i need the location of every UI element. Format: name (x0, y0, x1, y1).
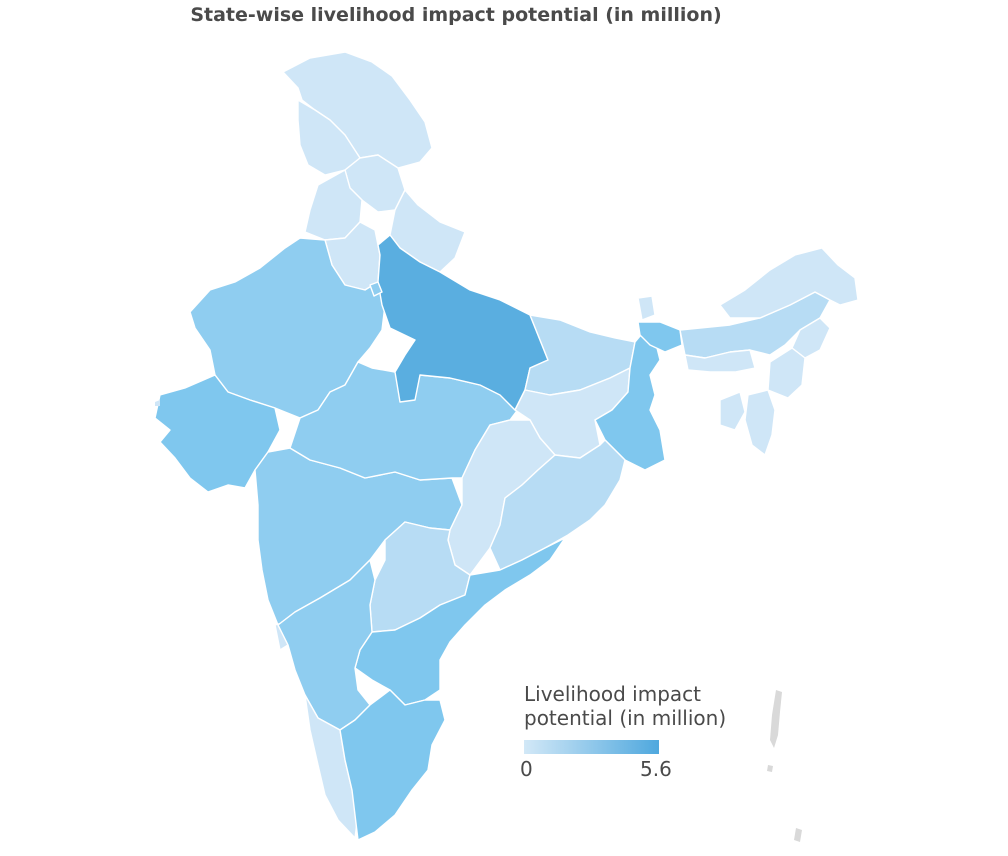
state-meghalaya[interactable] (684, 349, 756, 373)
map-title: State-wise livelihood impact potential (… (190, 4, 722, 26)
state-west-bengal[interactable] (594, 329, 666, 471)
island-small-1 (767, 765, 773, 772)
legend-title: Livelihood impact potential (in million) (524, 682, 727, 730)
state-mizoram[interactable] (744, 389, 776, 456)
state-tripura[interactable] (719, 391, 746, 431)
state-delhi[interactable] (369, 281, 383, 297)
legend-color-bar (524, 740, 659, 754)
legend-max-label: 5.6 (640, 757, 672, 781)
island-small-2 (794, 828, 802, 842)
state-arunachal-pradesh[interactable] (719, 247, 859, 319)
state-uttar-pradesh[interactable] (377, 234, 549, 411)
state-west-bengal-north[interactable] (637, 321, 683, 353)
island-lakshadweep (155, 400, 160, 406)
state-manipur[interactable] (767, 347, 806, 399)
state-andhra-pradesh[interactable] (354, 537, 566, 706)
legend-min-label: 0 (520, 757, 533, 781)
state-sikkim[interactable] (637, 295, 656, 321)
state-gujarat[interactable] (154, 374, 281, 493)
islands-andaman-nicobar (770, 690, 782, 748)
state-tamil-nadu[interactable] (339, 689, 446, 841)
